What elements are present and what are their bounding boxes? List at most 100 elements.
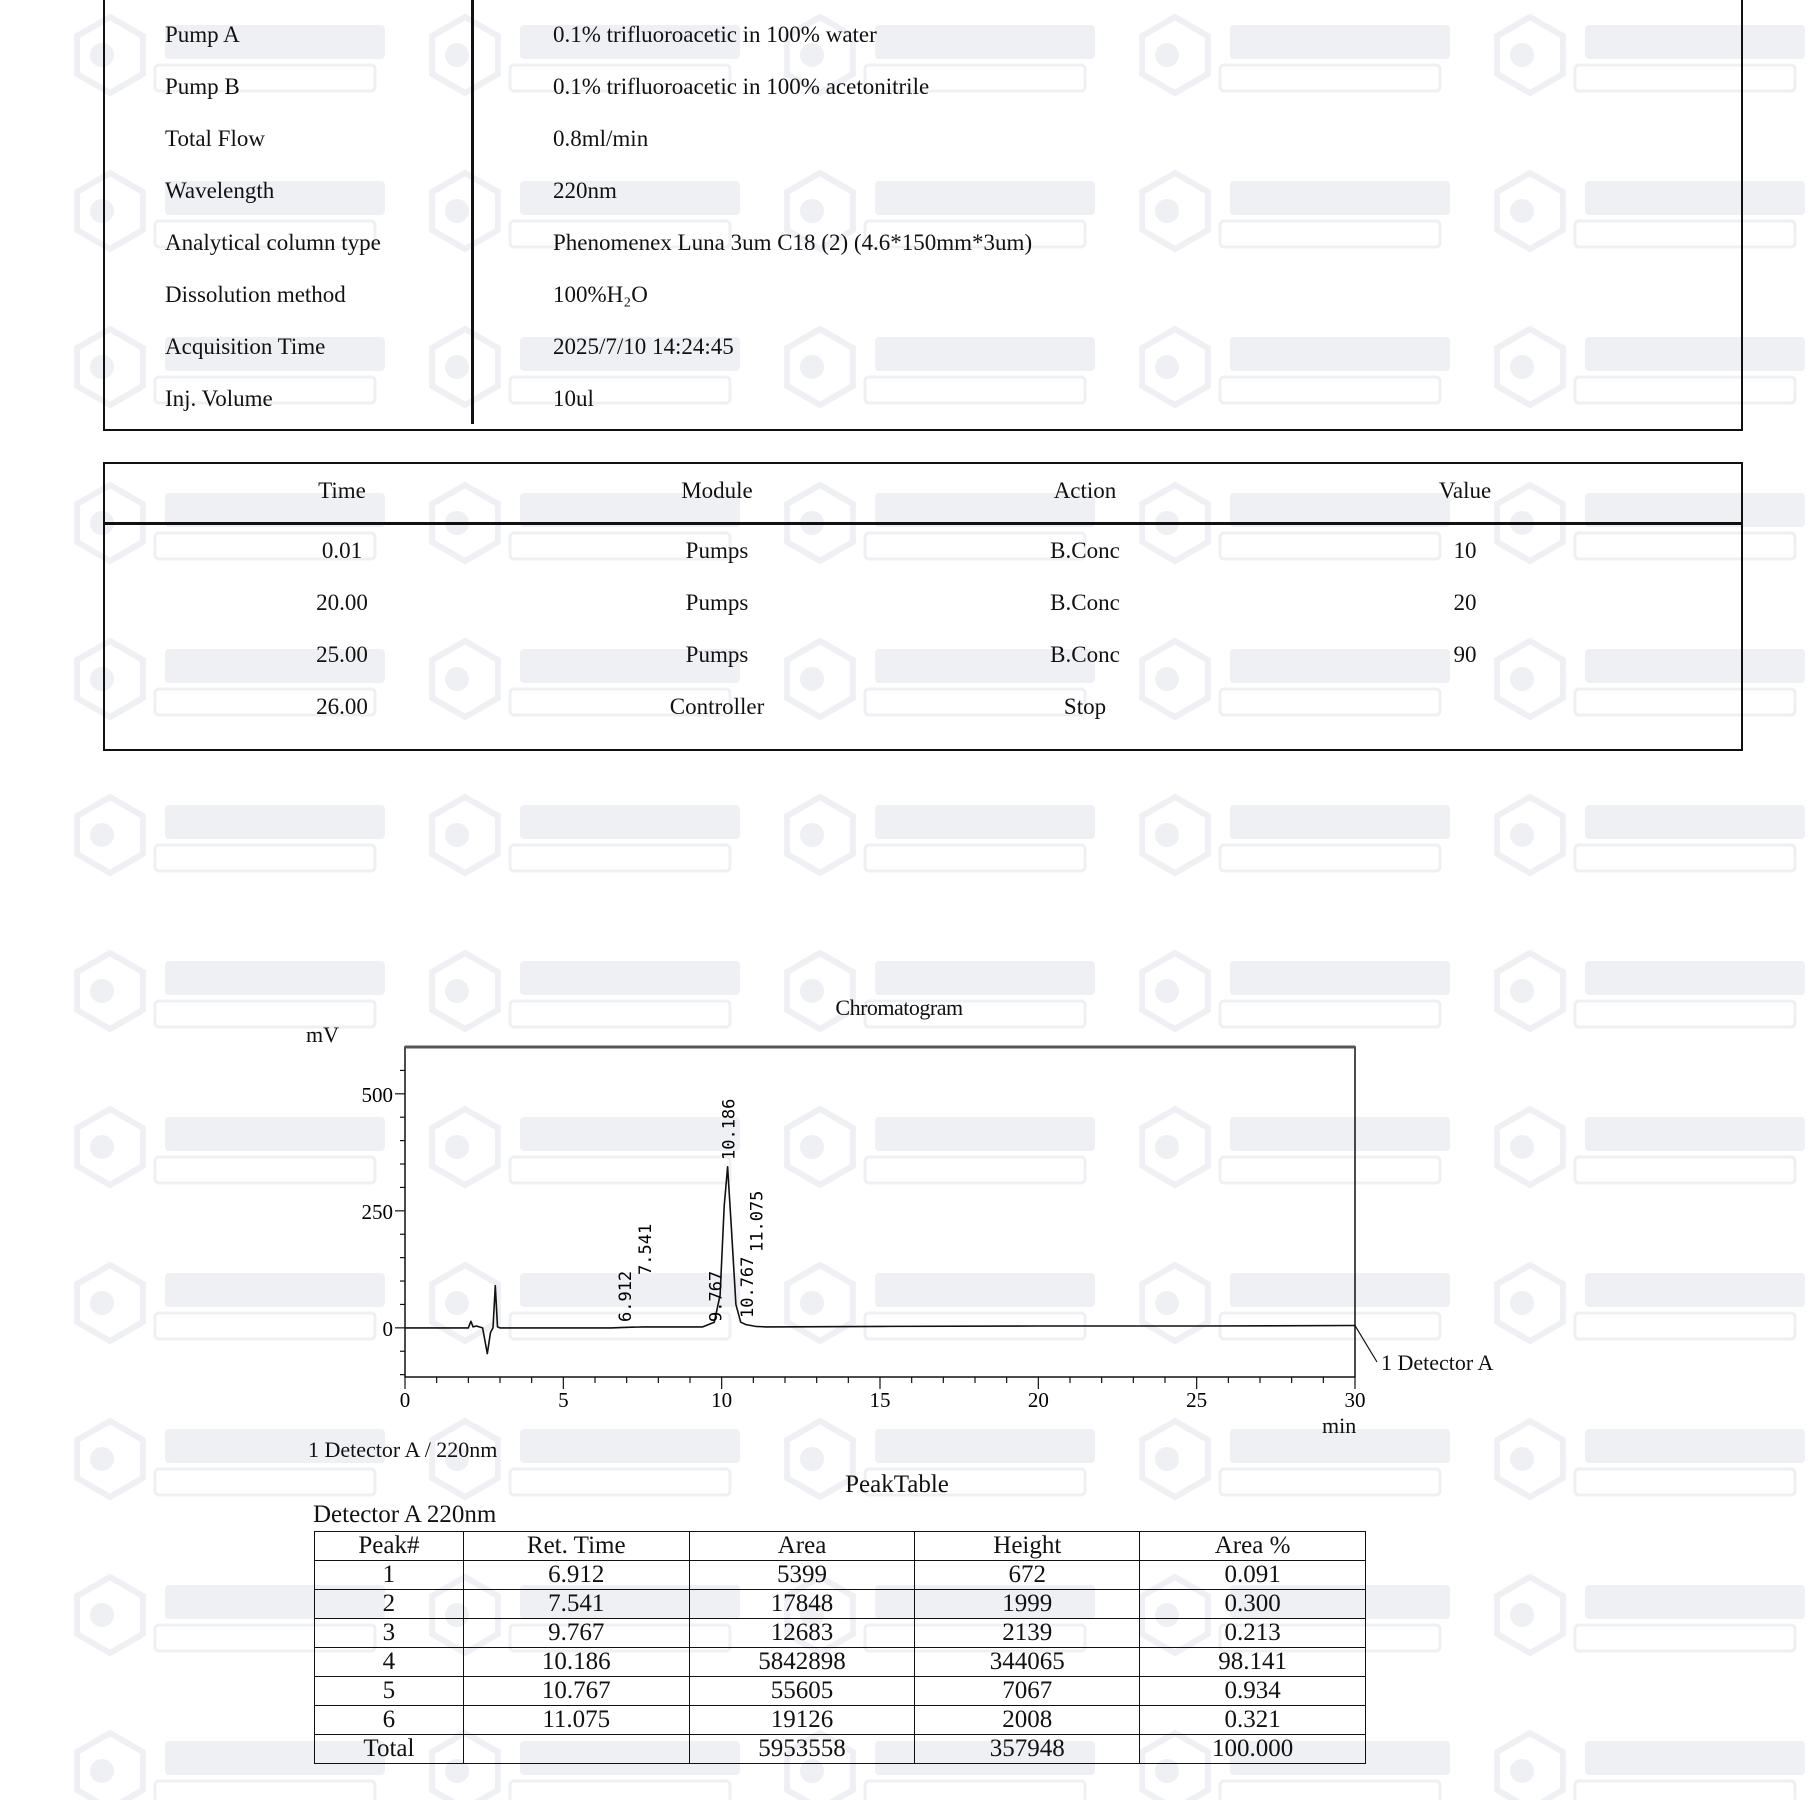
peak-table-header: Area bbox=[688, 1531, 916, 1561]
info-label: Acquisition Time bbox=[165, 334, 326, 359]
watermark-logo-dot bbox=[1510, 1447, 1534, 1471]
watermark-logo-icon bbox=[74, 325, 146, 409]
watermark-bar bbox=[153, 1155, 377, 1185]
watermark-bar bbox=[165, 181, 385, 215]
peak-label: 11.075 bbox=[748, 1191, 768, 1252]
gradient-cell: 25.00 bbox=[316, 642, 368, 667]
peak-table-row: 1 6.912 5399 672 0.091 bbox=[314, 1560, 1366, 1590]
watermark-logo-dot bbox=[1510, 199, 1534, 223]
series-label-leader bbox=[1354, 1325, 1378, 1363]
watermark-bar bbox=[875, 961, 1095, 995]
watermark-logo-icon bbox=[1139, 1105, 1211, 1189]
watermark-bar bbox=[520, 181, 740, 215]
peak-table-detector: Detector A 220nm bbox=[313, 1501, 497, 1528]
peak-table-row: 5 10.767 55605 7067 0.934 bbox=[314, 1676, 1366, 1706]
peak-table-cell: 2139 bbox=[914, 1618, 1141, 1648]
watermark-bar bbox=[508, 999, 732, 1029]
watermark-logo-dot bbox=[1510, 1603, 1534, 1627]
watermark-logo-dot bbox=[445, 979, 469, 1003]
watermark-bar bbox=[863, 1779, 1087, 1800]
watermark-bar bbox=[1218, 1155, 1442, 1185]
gradient-cell: Stop bbox=[1063, 694, 1107, 719]
watermark-logo-icon bbox=[74, 1573, 146, 1657]
watermark-logo-dot bbox=[1510, 667, 1534, 691]
watermark-logo-icon bbox=[1494, 1573, 1566, 1657]
x-tick-label: 10 bbox=[711, 1388, 732, 1412]
watermark-bar bbox=[863, 843, 1087, 873]
watermark-bar bbox=[875, 493, 1095, 527]
watermark-logo-dot bbox=[800, 1447, 824, 1471]
watermark-logo-dot bbox=[800, 1291, 824, 1315]
watermark-bar bbox=[863, 1155, 1087, 1185]
info-value: 0.8ml/min bbox=[553, 126, 649, 151]
watermark-logo-icon bbox=[784, 325, 856, 409]
watermark-bar bbox=[1585, 1429, 1805, 1463]
y-tick-label: 0 bbox=[383, 1317, 394, 1341]
peak-table-title: PeakTable bbox=[845, 1471, 949, 1498]
watermark-logo-dot bbox=[90, 1291, 114, 1315]
peak-table-cell: 0.321 bbox=[1139, 1705, 1366, 1735]
peak-table-cell: 1 bbox=[314, 1560, 464, 1590]
watermark-bar bbox=[875, 805, 1095, 839]
watermark-logo-dot bbox=[445, 355, 469, 379]
gradient-box bbox=[103, 462, 1743, 751]
watermark-bar bbox=[165, 1429, 385, 1463]
peak-table-cell: 344065 bbox=[914, 1647, 1141, 1677]
watermark-logo-icon bbox=[1139, 793, 1211, 877]
watermark-logo-dot bbox=[445, 199, 469, 223]
watermark-bar bbox=[520, 1429, 740, 1463]
watermark-logo-icon bbox=[1494, 1261, 1566, 1345]
peak-table-cell: 6.912 bbox=[462, 1560, 690, 1590]
watermark-logo-dot bbox=[90, 199, 114, 223]
watermark-logo-icon bbox=[1139, 325, 1211, 409]
watermark-bar bbox=[1218, 687, 1442, 717]
peak-table-cell: 9.767 bbox=[462, 1618, 690, 1648]
watermark-bar bbox=[863, 687, 1087, 717]
watermark-bar bbox=[1573, 1467, 1797, 1497]
watermark-logo-icon bbox=[1494, 481, 1566, 565]
peak-table-cell: 7067 bbox=[914, 1676, 1141, 1706]
info-label: Inj. Volume bbox=[165, 386, 273, 411]
watermark-bar bbox=[508, 843, 732, 873]
chart-title: Chromatogram bbox=[835, 995, 963, 1020]
watermark-logo-dot bbox=[90, 1447, 114, 1471]
watermark-bar bbox=[520, 25, 740, 59]
watermark-logo-icon bbox=[74, 481, 146, 565]
peak-table-row: Total 5953558 357948 100.000 bbox=[314, 1734, 1366, 1764]
watermark-bar bbox=[165, 337, 385, 371]
peak-table-row: 6 11.075 19126 2008 0.321 bbox=[314, 1705, 1366, 1735]
watermark-bar bbox=[153, 843, 377, 873]
peak-label: 6.912 bbox=[616, 1271, 636, 1322]
watermark-bar bbox=[153, 1311, 377, 1341]
watermark-logo-dot bbox=[1510, 823, 1534, 847]
watermark-bar bbox=[863, 531, 1087, 561]
watermark-logo-icon bbox=[1494, 1729, 1566, 1800]
watermark-logo-dot bbox=[90, 979, 114, 1003]
watermark-bar bbox=[875, 337, 1095, 371]
gradient-cell: B.Conc bbox=[1050, 642, 1120, 667]
watermark-bar bbox=[875, 181, 1095, 215]
watermark-bar bbox=[875, 25, 1095, 59]
peak-table-cell: 0.300 bbox=[1139, 1589, 1366, 1619]
series-label: 1 Detector A bbox=[1381, 1350, 1494, 1375]
peak-table-cell: 5399 bbox=[688, 1560, 916, 1590]
watermark-logo-dot bbox=[1155, 979, 1179, 1003]
peak-label: 10.186 bbox=[720, 1099, 740, 1160]
watermark-bar bbox=[165, 25, 385, 59]
peak-label: 7.541 bbox=[636, 1224, 656, 1275]
gradient-header: Value bbox=[1438, 478, 1492, 503]
info-label: Total Flow bbox=[165, 126, 265, 151]
watermark-logo-dot bbox=[1155, 667, 1179, 691]
watermark-bar bbox=[508, 1467, 732, 1497]
watermark-logo-icon bbox=[429, 1105, 501, 1189]
watermark-logo-icon bbox=[429, 325, 501, 409]
y-axis-label: mV bbox=[306, 1022, 339, 1047]
watermark-bar bbox=[153, 687, 377, 717]
watermark-bar bbox=[1585, 1273, 1805, 1307]
watermark-bar bbox=[1585, 337, 1805, 371]
watermark-bar bbox=[1573, 1311, 1797, 1341]
chromatogram-trace bbox=[405, 1166, 1356, 1355]
watermark-logo-dot bbox=[1155, 823, 1179, 847]
